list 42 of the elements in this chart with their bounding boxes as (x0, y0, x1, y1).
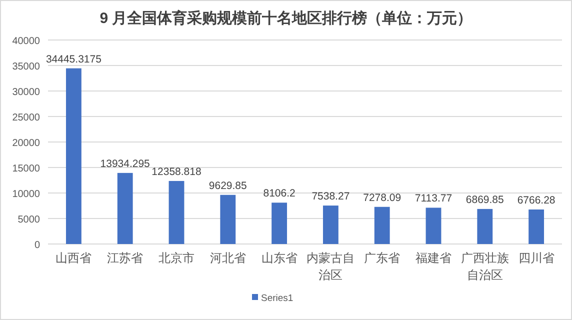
bar (220, 194, 236, 244)
y-tick-label: 15000 (12, 164, 40, 174)
x-tick-label: 广东省 (364, 251, 400, 265)
bar (117, 172, 133, 244)
y-tick-label: 25000 (12, 112, 40, 124)
legend-label: Series1 (261, 293, 294, 304)
bar (426, 208, 442, 244)
data-label: 7113.77 (414, 192, 452, 205)
data-label: 6766.28 (517, 194, 556, 206)
y-tick-label: 10000 (12, 189, 40, 200)
bar (272, 202, 288, 244)
data-label: 9629.85 (208, 180, 248, 192)
y-tick-label: 30000 (12, 87, 40, 98)
y-tick-label: 5000 (18, 214, 40, 226)
x-tick-label: 四川省 (518, 251, 554, 265)
data-label: 13934.295 (100, 158, 150, 170)
data-label: 8106.2 (263, 188, 296, 200)
bar (322, 206, 338, 244)
x-tick-label: 山东省 (261, 251, 298, 265)
data-label: 6869.85 (466, 194, 504, 206)
data-label: 7538.27 (312, 190, 350, 203)
bar (528, 209, 544, 244)
x-tick-label: 江苏省 (107, 251, 144, 265)
x-tick-label: 内蒙古自治区 (306, 251, 355, 282)
y-tick-label: 0 (34, 240, 40, 251)
bar (374, 206, 390, 244)
y-tick-label: 35000 (12, 62, 40, 72)
data-label: 7278.09 (363, 192, 402, 204)
bar (168, 180, 184, 244)
y-tick-label: 20000 (12, 138, 40, 149)
y-tick-label: 40000 (12, 36, 40, 47)
bar (477, 208, 493, 244)
x-tick-label: 河北省 (210, 251, 246, 265)
data-label: 34445.3175 (46, 53, 102, 66)
legend: Series1 (252, 293, 294, 304)
x-tick-label: 北京市 (158, 251, 194, 265)
x-tick-label: 山西省 (56, 251, 92, 265)
chart-title: 9 月全国体育采购规模前十名地区排行榜（单位：万元） (100, 9, 472, 27)
data-label: 12358.818 (152, 166, 202, 178)
bar (66, 68, 82, 244)
x-tick-label: 福建省 (416, 251, 452, 265)
x-tick-label: 广西壮族自治区 (460, 251, 509, 282)
